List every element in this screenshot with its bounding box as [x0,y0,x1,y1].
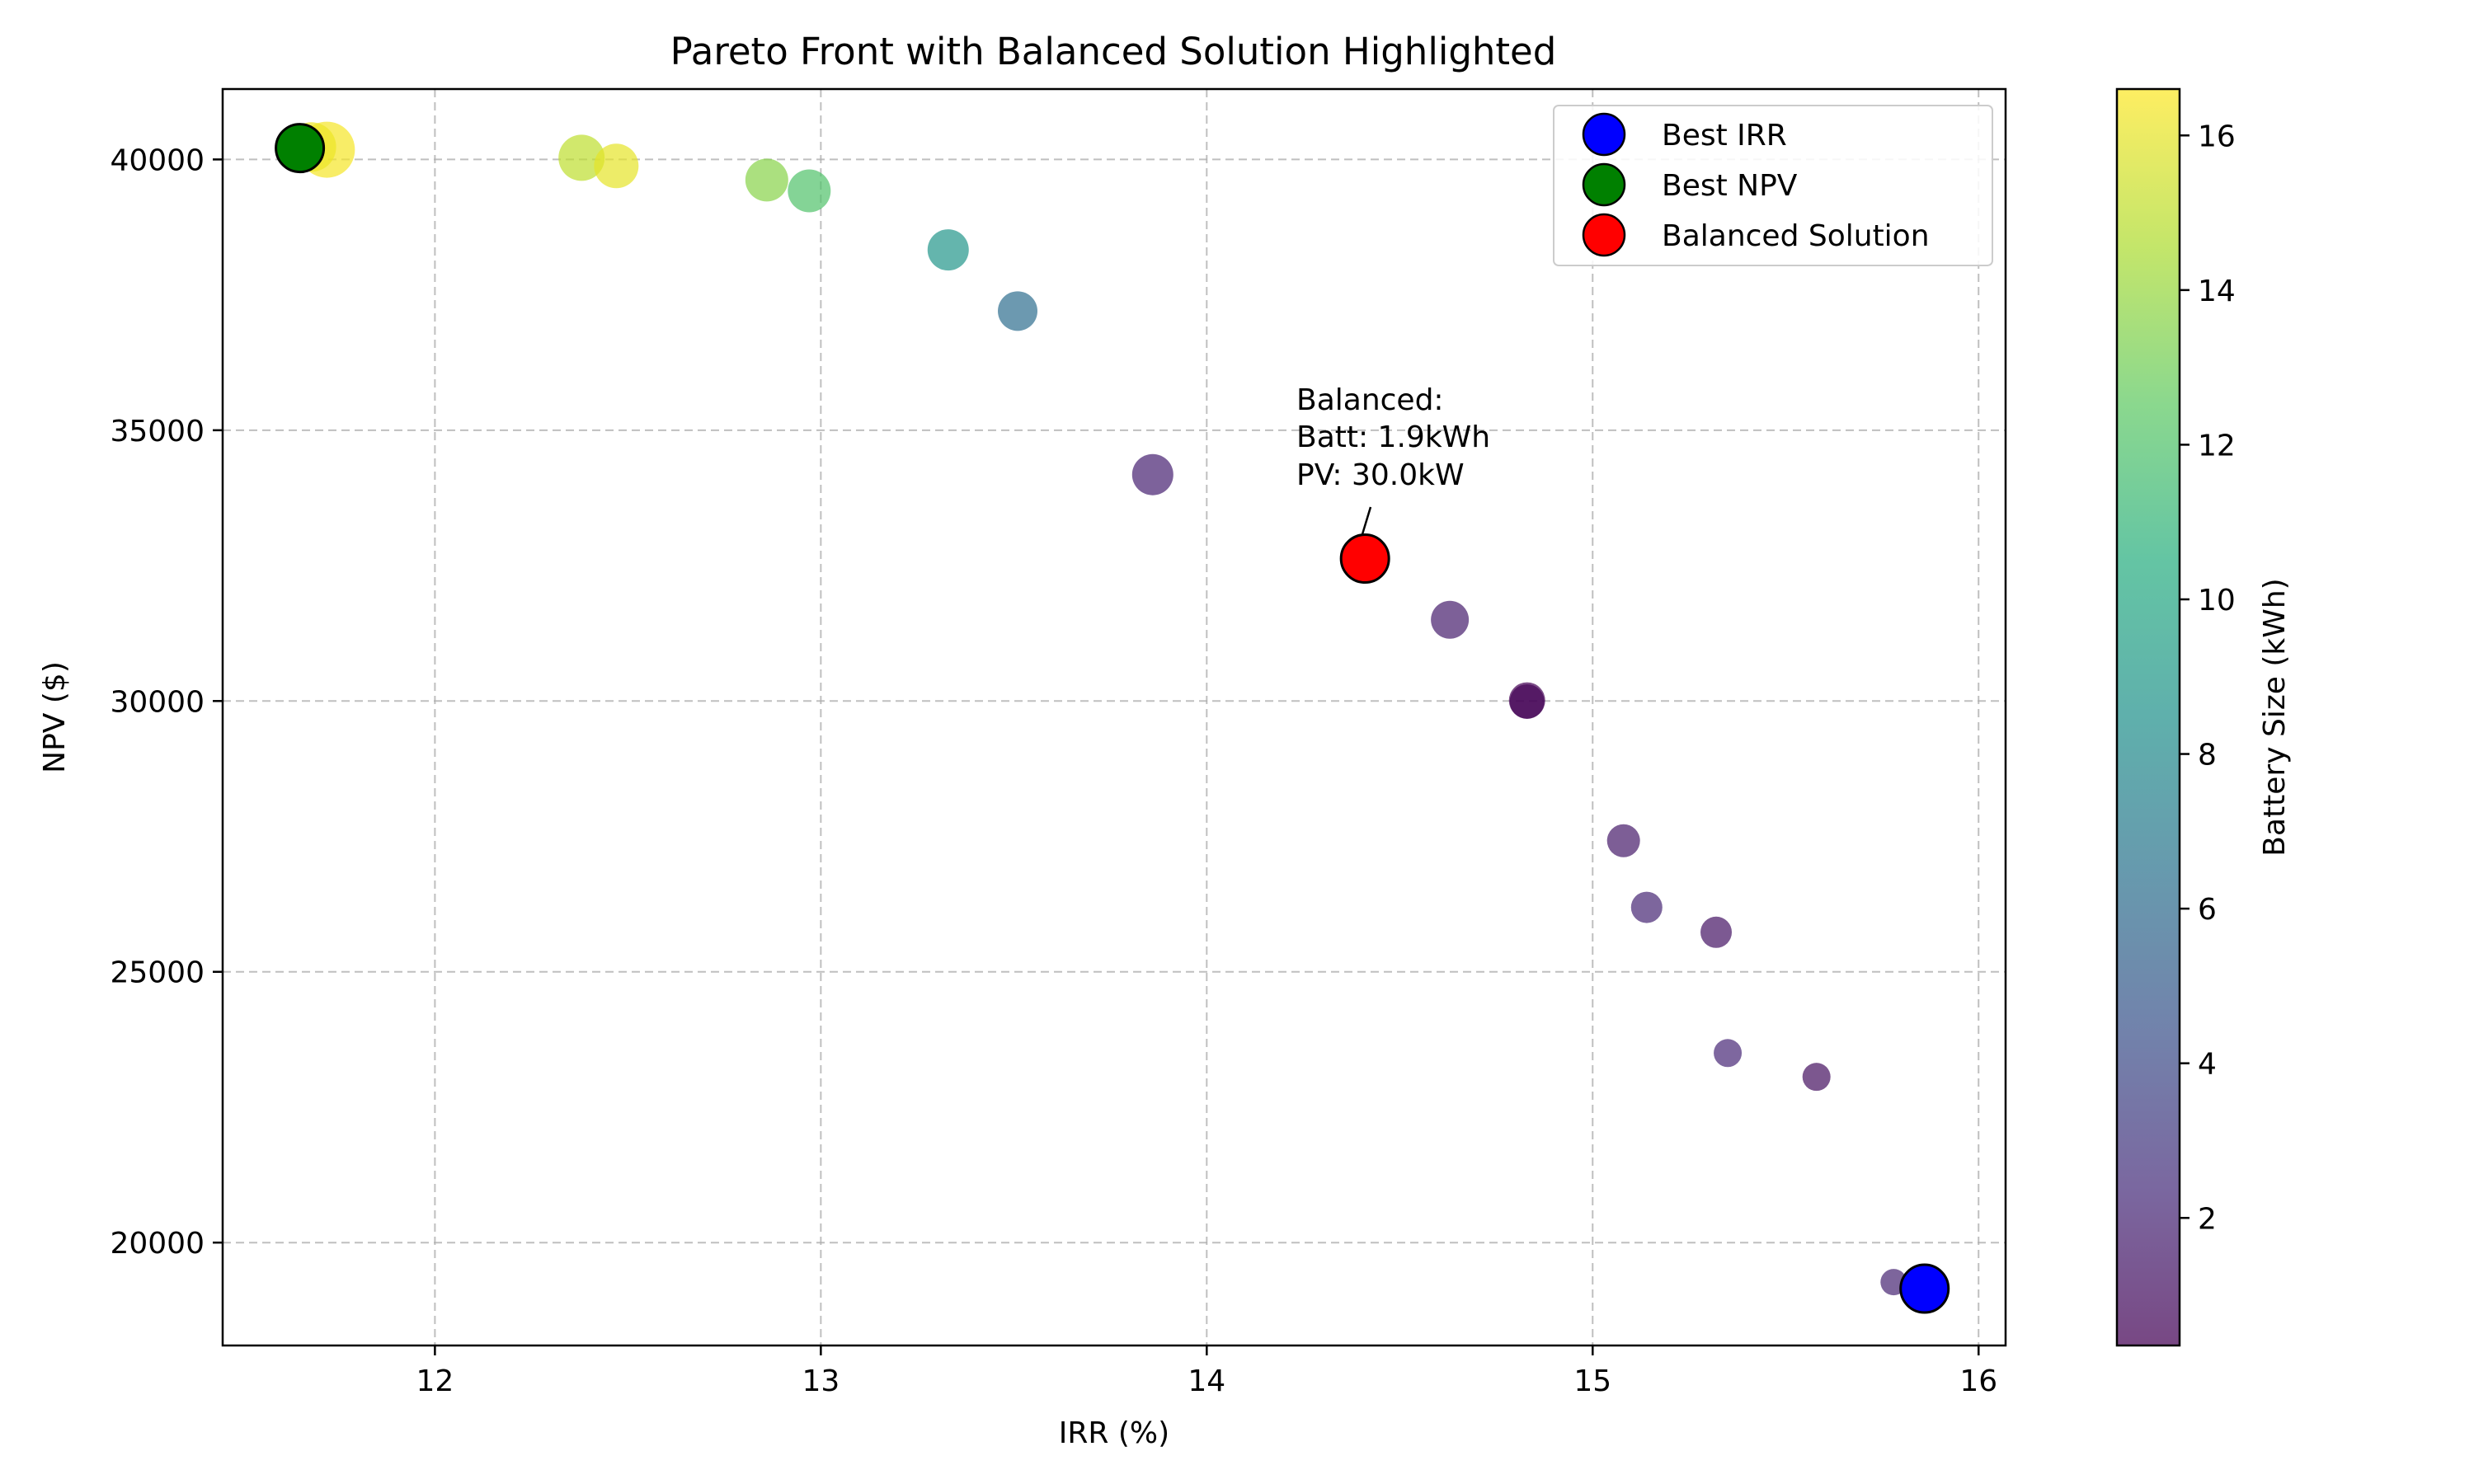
grid-layer [223,89,2006,1345]
x-tick-label: 13 [802,1364,840,1398]
scatter-point [1606,824,1640,857]
y-tick-label: 25000 [110,956,205,990]
scatter-point [1714,1039,1743,1068]
legend-label-best-npv: Best NPV [1662,169,1798,203]
x-tick-label: 12 [416,1364,454,1398]
highlight-layer [275,123,1950,1314]
y-tick-label: 40000 [110,143,205,177]
y-tick-label: 30000 [110,685,205,719]
y-tick-label: 35000 [110,415,205,448]
scatter-point [1802,1063,1831,1092]
legend-box [1553,105,1993,266]
y-tick-label: 20000 [110,1227,205,1261]
scatter-point [1509,683,1545,719]
annotation-line-2: Batt: 1.9kWh [1296,420,1490,454]
plot-frame [221,87,2007,1347]
annotation-line-3: PV: 30.0kW [1296,458,1465,492]
legend-label-best-irr: Best IRR [1662,119,1787,153]
scatter-point [1131,453,1174,495]
scatter-point [788,169,831,213]
balanced-solution-point [1339,533,1390,585]
colorbar: 2 4 6 8 10 12 14 16 Battery Size (kWh) [2115,87,2292,1347]
colorbar-ticks: 2 4 6 8 10 12 14 16 [2180,120,2236,1236]
colorbar-gradient [2115,87,2181,1347]
legend-marker-best-npv [1582,162,1626,207]
scatter-point [1431,600,1470,639]
scatter-point [1700,916,1733,948]
colorbar-tick-label: 2 [2198,1202,2217,1236]
scatter-point [998,291,1038,331]
colorbar-tick-label: 10 [2198,584,2236,618]
colorbar-tick-label: 6 [2198,893,2217,927]
best-irr-point [1899,1263,1950,1314]
legend-marker-best-irr [1582,112,1626,157]
scatter-point [745,158,788,202]
annotation-line-1: Balanced: [1296,383,1444,417]
x-tick-label: 15 [1573,1364,1611,1398]
colorbar-tick-label: 12 [2198,429,2236,463]
x-axis-label: IRR (%) [1059,1416,1169,1450]
scatter-point [558,134,605,181]
scatter-point [594,143,639,189]
legend-marker-balanced [1582,213,1626,257]
balanced-annotation: Balanced: Batt: 1.9kWh PV: 30.0kW [1296,383,1490,535]
x-tick-label: 14 [1188,1364,1225,1398]
tick-layer: 12 13 14 15 16 20000 25000 30000 35000 40000 [110,143,1997,1398]
scatter-point [1630,891,1663,923]
best-npv-point [275,123,326,174]
scatter-point [927,229,969,271]
legend-label-balanced: Balanced Solution [1662,219,1930,253]
y-axis-label: NPV ($) [38,661,72,773]
colorbar-tick-label: 8 [2198,739,2217,773]
chart-title: Pareto Front with Balanced Solution High… [670,30,1557,73]
annotation-arrow [1361,506,1372,535]
legend: Best IRR Best NPV Balanced Solution [1553,105,1993,266]
points-layer [286,121,1907,1296]
x-tick-label: 16 [1959,1364,1997,1398]
colorbar-label: Battery Size (kWh) [2258,578,2292,856]
colorbar-tick-label: 14 [2198,275,2236,308]
colorbar-tick-label: 4 [2198,1048,2217,1082]
colorbar-tick-label: 16 [2198,120,2236,153]
